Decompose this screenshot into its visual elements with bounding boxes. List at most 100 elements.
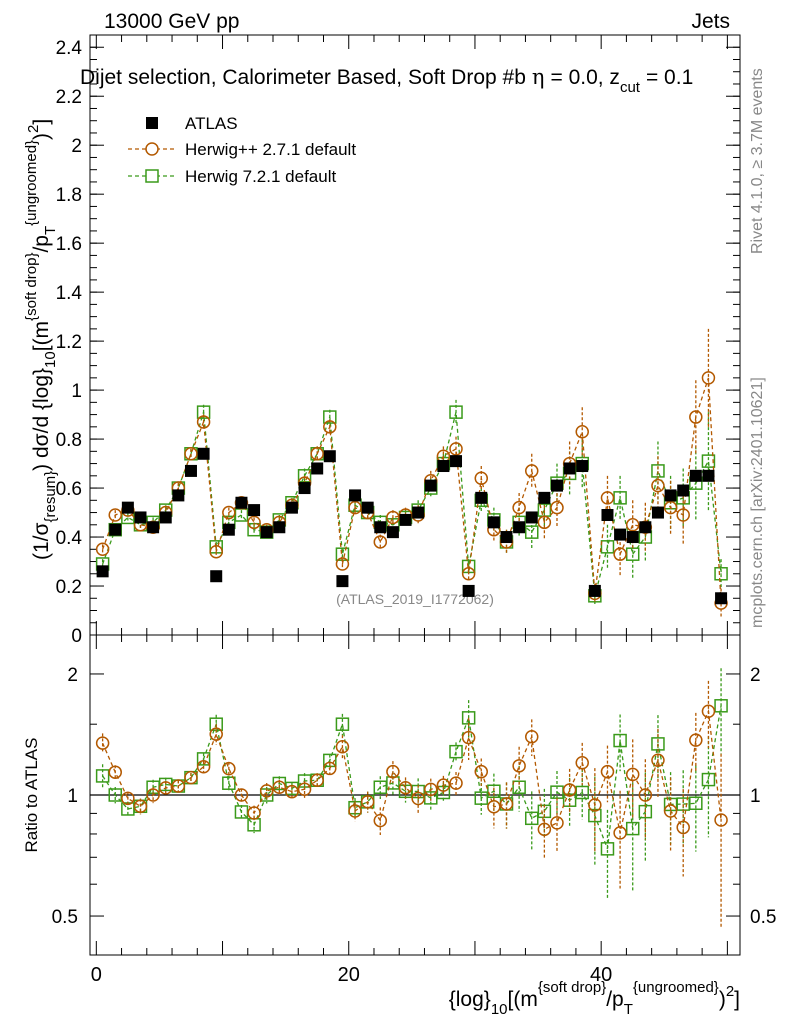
ratio-point-herwigpp: [247, 806, 261, 820]
legend-herwig7-label: Herwig 7.2.1 default: [185, 167, 336, 186]
main-point-herwigpp: [247, 515, 261, 530]
ratio-point-herwigpp: [360, 795, 375, 809]
main-point-atlas: [273, 521, 286, 534]
main-point-herwigpp: [663, 500, 678, 515]
ratio-point-herwig7: [108, 788, 122, 802]
main-ytick-label: 0.6: [56, 479, 82, 500]
main-point-atlas: [538, 491, 551, 504]
main-point-herwigpp: [512, 500, 526, 515]
ratio-point-herwigpp: [146, 788, 160, 802]
main-point-atlas: [121, 501, 134, 514]
main-point-atlas: [399, 513, 412, 526]
main-ytick-label: 2: [71, 136, 82, 157]
legend-herwigpp-label: Herwig++ 2.7.1 default: [185, 140, 356, 159]
main-point-atlas: [550, 479, 563, 492]
ratio-point-herwig7: [625, 821, 640, 836]
legend-atlas-marker: [146, 117, 158, 129]
category-label: Jets: [691, 10, 730, 33]
main-point-atlas: [235, 496, 248, 509]
main-point-atlas: [715, 592, 728, 605]
main-ytick-label: 0.8: [56, 430, 82, 451]
ratio-point-herwig7: [487, 784, 501, 798]
xtick-label: 20: [338, 964, 360, 986]
ratio-point-herwig7: [196, 752, 211, 766]
mcplots-label: mcplots.cern.ch [arXiv:2401.10621]: [749, 377, 766, 628]
main-point-herwigpp: [701, 371, 716, 385]
main-point-atlas: [525, 511, 538, 524]
main-point-atlas: [513, 521, 526, 534]
main-ytick-label: 2.2: [56, 87, 82, 108]
main-point-herwigpp: [474, 471, 489, 486]
main-point-herwigpp: [196, 415, 211, 429]
main-point-herwigpp: [689, 410, 703, 424]
plot-title-zcut-sub: cut: [620, 79, 641, 96]
main-ytick-label: 2.4: [56, 38, 83, 59]
ratio-point-herwig7: [512, 780, 526, 794]
ratio-point-herwigpp: [550, 816, 564, 830]
rivet-label: Rivet 4.1.0, ≥ 3.7M events: [749, 68, 766, 254]
xlabel: {log}10[(m{soft drop}/pT{ungroomed})2]: [449, 979, 740, 1018]
main-ytick-label: 1.4: [56, 283, 83, 304]
main-ylabel: (1/σ{resum}) dσ/d {log}10[(m{soft drop}/…: [23, 119, 59, 560]
ratio-point-herwigpp: [133, 799, 148, 814]
main-point-atlas: [677, 484, 690, 497]
ratio-point-herwigpp: [461, 730, 476, 745]
main-point-atlas: [197, 447, 210, 460]
ratio-point-herwig7: [701, 772, 716, 787]
ratio-point-herwigpp: [171, 779, 186, 793]
main-point-atlas: [601, 509, 614, 521]
ratio-ytick-label: 1: [67, 786, 78, 807]
main-point-herwigpp: [386, 510, 400, 525]
main-ytick-label: 0.4: [56, 528, 83, 549]
xtick-label: 0: [91, 964, 102, 986]
main-point-herwigpp: [373, 535, 388, 549]
main-point-herwigpp: [95, 542, 110, 557]
main-point-atlas: [500, 531, 513, 544]
ratio-point-herwigpp: [184, 770, 198, 785]
ratio-point-herwig7: [335, 717, 350, 731]
ratio-point-herwig7: [714, 699, 728, 713]
ratio-point-herwigpp: [234, 788, 249, 802]
ratio-point-herwig7: [323, 753, 337, 768]
ratio-point-herwigpp: [487, 800, 501, 814]
main-point-herwig7: [323, 410, 337, 424]
main-ytick-label: 1.6: [56, 234, 82, 255]
ratio-point-herwigpp: [436, 778, 451, 792]
main-point-herwigpp: [209, 544, 223, 559]
ratio-point-herwigpp: [398, 780, 413, 795]
main-point-atlas: [134, 511, 147, 524]
main-point-atlas: [462, 584, 475, 597]
ratio-point-herwigpp: [512, 759, 526, 773]
ratio-point-herwigpp: [272, 780, 287, 794]
main-ytick-label: 0: [71, 626, 82, 647]
ratio-point-herwigpp: [348, 804, 362, 818]
ratio-point-herwigpp: [310, 773, 324, 787]
main-point-atlas: [626, 531, 639, 544]
ratio-ytick-label: 0.5: [52, 907, 78, 928]
main-point-atlas: [386, 526, 399, 539]
main-ytick-label: 0.2: [56, 577, 82, 598]
main-point-atlas: [424, 479, 437, 492]
ratio-point-herwigpp: [121, 791, 135, 806]
main-point-atlas: [563, 462, 576, 475]
ratio-point-herwig7: [449, 744, 463, 759]
main-point-atlas: [349, 489, 362, 502]
main-point-herwigpp: [625, 518, 640, 532]
main-point-atlas: [412, 506, 425, 519]
main-point-herwigpp: [310, 447, 324, 461]
ratio-point-herwigpp: [323, 761, 337, 776]
analysis-id: (ATLAS_2019_I1772062): [336, 591, 494, 607]
ratio-point-herwigpp: [373, 813, 388, 828]
ratio-point-herwigpp: [411, 791, 425, 806]
ratio-point-herwigpp: [158, 781, 173, 795]
ratio-point-herwigpp: [625, 767, 640, 782]
main-point-herwigpp: [537, 515, 552, 530]
ratio-point-herwigpp: [714, 813, 728, 827]
main-point-atlas: [222, 523, 235, 536]
ratio-point-herwigpp: [663, 804, 678, 818]
main-point-atlas: [639, 521, 652, 534]
ratio-point-herwigpp: [689, 733, 703, 747]
ratio-point-herwig7: [474, 791, 489, 805]
plot-title-eta: = 0.0, z: [550, 66, 619, 89]
ratio-point-herwigpp: [108, 765, 122, 779]
